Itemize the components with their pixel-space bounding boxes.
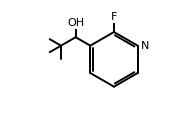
Text: OH: OH: [67, 18, 84, 28]
Text: F: F: [111, 12, 117, 22]
Text: N: N: [141, 41, 150, 51]
